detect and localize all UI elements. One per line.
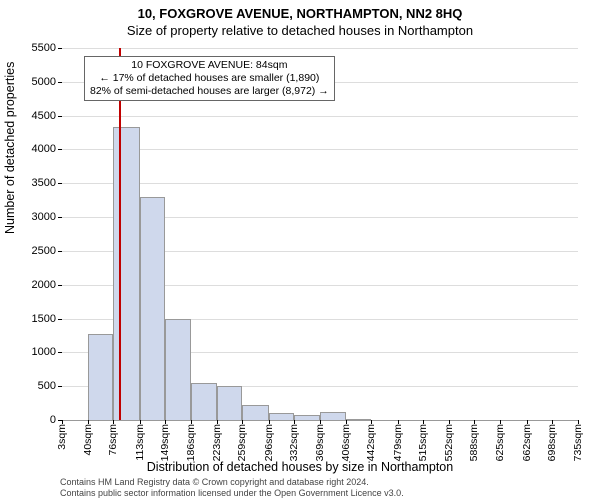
x-tick-label: 406sqm: [340, 424, 352, 461]
footer-attribution: Contains HM Land Registry data © Crown c…: [60, 477, 404, 498]
x-tick-label: 369sqm: [314, 424, 326, 461]
x-tick-label: 40sqm: [82, 424, 94, 456]
chart: 0500100015002000250030003500400045005000…: [62, 48, 578, 420]
histogram-bar: [140, 197, 165, 420]
y-axis-label: Number of detached properties: [3, 62, 17, 234]
footer-line-2: Contains public sector information licen…: [60, 488, 404, 498]
x-tick-label: 479sqm: [392, 424, 404, 461]
histogram-bar: [320, 412, 346, 420]
page-subtitle: Size of property relative to detached ho…: [0, 21, 600, 38]
y-tick-mark: [58, 149, 62, 150]
y-tick-label: 4000: [32, 143, 56, 155]
y-tick-label: 1500: [32, 313, 56, 325]
y-tick-mark: [58, 352, 62, 353]
y-tick-label: 5000: [32, 76, 56, 88]
y-tick-mark: [58, 386, 62, 387]
y-tick-label: 4500: [32, 110, 56, 122]
chart-plot: 0500100015002000250030003500400045005000…: [62, 48, 578, 420]
y-tick-label: 3500: [32, 177, 56, 189]
property-marker-line: [119, 48, 121, 420]
y-tick-mark: [58, 82, 62, 83]
x-tick-label: 149sqm: [159, 424, 171, 461]
x-tick-label: 332sqm: [288, 424, 300, 461]
page-title: 10, FOXGROVE AVENUE, NORTHAMPTON, NN2 8H…: [0, 0, 600, 21]
histogram-bar: [269, 413, 294, 420]
y-tick-label: 5500: [32, 42, 56, 54]
x-tick-label: 662sqm: [521, 424, 533, 461]
x-tick-label: 442sqm: [365, 424, 377, 461]
histogram-bar: [88, 334, 113, 420]
histogram-bar: [217, 386, 242, 420]
footer-line-1: Contains HM Land Registry data © Crown c…: [60, 477, 404, 487]
histogram-bar: [294, 415, 320, 420]
y-tick-mark: [58, 183, 62, 184]
x-tick-label: 3sqm: [56, 424, 68, 450]
histogram-bar: [113, 127, 139, 420]
x-tick-label: 76sqm: [107, 424, 119, 456]
y-tick-mark: [58, 48, 62, 49]
y-tick-mark: [58, 217, 62, 218]
grid-line: [62, 48, 578, 49]
y-tick-label: 500: [38, 380, 56, 392]
x-tick-label: 296sqm: [263, 424, 275, 461]
x-tick-label: 113sqm: [134, 424, 146, 461]
annotation-line-2: ← 17% of detached houses are smaller (1,…: [90, 72, 329, 85]
x-tick-label: 515sqm: [417, 424, 429, 461]
annotation-line-1: 10 FOXGROVE AVENUE: 84sqm: [90, 59, 329, 72]
annotation-line-3: 82% of semi-detached houses are larger (…: [90, 85, 329, 98]
grid-line: [62, 116, 578, 117]
x-tick-label: 698sqm: [546, 424, 558, 461]
y-tick-label: 2000: [32, 279, 56, 291]
y-tick-label: 3000: [32, 211, 56, 223]
histogram-bar: [191, 383, 217, 420]
y-tick-mark: [58, 285, 62, 286]
histogram-bar: [165, 319, 191, 420]
y-tick-label: 1000: [32, 346, 56, 358]
x-tick-label: 735sqm: [572, 424, 584, 461]
y-tick-label: 2500: [32, 245, 56, 257]
y-tick-mark: [58, 251, 62, 252]
histogram-bar: [346, 419, 371, 420]
x-axis-label: Distribution of detached houses by size …: [0, 460, 600, 474]
annotation-box: 10 FOXGROVE AVENUE: 84sqm← 17% of detach…: [84, 56, 335, 101]
x-tick-label: 625sqm: [494, 424, 506, 461]
x-tick-label: 588sqm: [468, 424, 480, 461]
histogram-bar: [242, 405, 268, 420]
x-tick-label: 223sqm: [211, 424, 223, 461]
y-tick-mark: [58, 116, 62, 117]
x-tick-label: 259sqm: [236, 424, 248, 461]
y-tick-mark: [58, 319, 62, 320]
x-tick-label: 552sqm: [443, 424, 455, 461]
x-tick-label: 186sqm: [185, 424, 197, 461]
